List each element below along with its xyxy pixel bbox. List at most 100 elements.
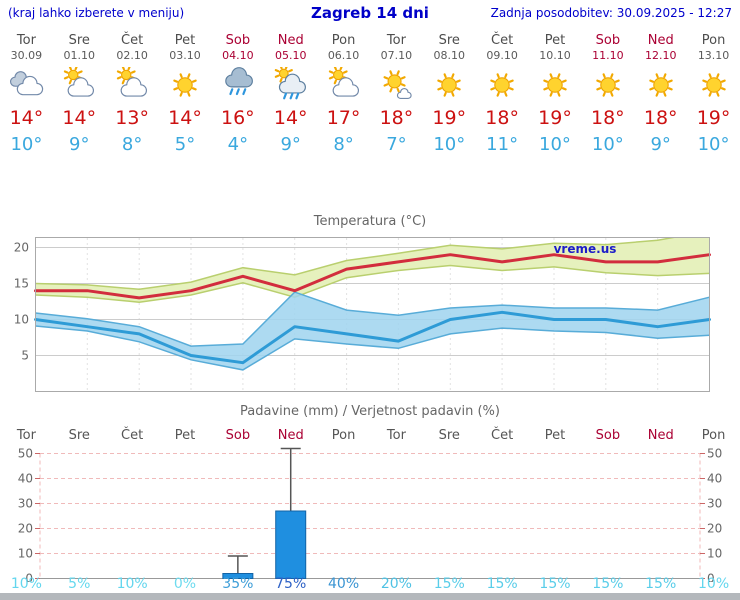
svg-text:50: 50 <box>707 447 722 461</box>
weather-sunny-icon <box>529 62 582 105</box>
precip-probability: 10% <box>116 576 148 592</box>
low-temp: 8° <box>121 134 143 155</box>
day-name: Pet <box>544 33 566 48</box>
svg-text:40: 40 <box>707 472 722 486</box>
low-temp: 10° <box>433 134 466 155</box>
high-temp: 18° <box>643 107 678 129</box>
day-name: Ned <box>647 33 674 48</box>
high-temp: 14° <box>9 107 44 129</box>
high-temp: 19° <box>432 107 467 129</box>
day-column-14: Pon 13.10 19° 10° <box>687 32 740 157</box>
high-temp: 19° <box>538 107 572 129</box>
day-column-11: Pet 10.10 19° 10° <box>529 32 582 157</box>
day-name: Pon <box>701 33 726 48</box>
high-temp: 18° <box>485 107 519 129</box>
weather-sun-cloud-icon <box>317 62 370 105</box>
svg-text:15: 15 <box>14 277 29 291</box>
svg-text:20: 20 <box>18 522 33 536</box>
svg-text:30: 30 <box>707 497 722 511</box>
day-name: Tor <box>16 33 36 48</box>
svg-text:10: 10 <box>707 547 722 561</box>
high-temp: 14° <box>168 107 202 129</box>
weather-sunny-icon <box>476 62 529 105</box>
day-name: Ned <box>277 33 304 48</box>
day-column-9: Sre 08.10 19° 10° <box>423 32 476 157</box>
day-date: 11.10 <box>592 49 624 62</box>
weather-sunny-icon <box>634 62 687 105</box>
precip-day-label: Ned <box>277 428 304 443</box>
temperature-chart-title: Temperatura (°C) <box>313 214 427 229</box>
forecast-strip: Tor 30.09 14° 10° Sre 01.10 14° 9° Čet 02.10 13° 8°… <box>0 32 740 157</box>
precip-probability: 15% <box>433 576 465 592</box>
precip-probability: 10% <box>698 576 730 592</box>
high-temp: 17° <box>326 107 361 129</box>
weather-sunny-icon <box>581 62 634 105</box>
horizontal-scrollbar[interactable] <box>0 593 740 600</box>
svg-text:0: 0 <box>707 572 715 583</box>
precip-day-label: Čet <box>121 428 144 443</box>
day-date: 01.10 <box>63 49 96 62</box>
svg-text:30: 30 <box>18 497 33 511</box>
day-date: 07.10 <box>380 49 413 62</box>
svg-text:0: 0 <box>25 572 33 583</box>
high-temp: 18° <box>379 107 414 129</box>
precip-day-label: Pon <box>331 428 356 443</box>
precip-day-label: Ned <box>647 428 674 443</box>
svg-text:40: 40 <box>18 472 33 486</box>
precip-probability: 0% <box>173 576 197 592</box>
low-temp: 4° <box>227 134 249 155</box>
svg-text:10: 10 <box>18 547 33 561</box>
vreme-us-watermark: vreme.us <box>554 242 617 256</box>
precip-probability: 15% <box>486 576 518 592</box>
day-name: Sre <box>68 33 90 48</box>
day-name: Čet <box>491 33 514 48</box>
low-temp: 10° <box>591 134 624 155</box>
day-date: 02.10 <box>116 49 148 62</box>
low-temp: 9° <box>69 134 90 155</box>
weather-sunny-icon <box>159 62 212 105</box>
day-column-6: Ned 05.10 14° 9° <box>264 32 317 157</box>
precipitation-chart: 0 0 10 10 20 20 30 30 40 40 50 50 <box>18 447 723 583</box>
precip-day-label: Sob <box>225 428 251 443</box>
weather-sunny-icon <box>687 62 740 105</box>
high-temp: 16° <box>221 107 255 129</box>
svg-text:50: 50 <box>18 447 33 461</box>
svg-text:20: 20 <box>707 522 722 536</box>
precip-day-label: Tor <box>386 428 406 443</box>
day-date: 05.10 <box>274 49 307 62</box>
precip-probability-row: 10% 5% 10% 0% 35% 75% 40% 20% 15% 15% 15% 15% 15% 10% <box>0 576 740 592</box>
weather-rain-sun-icon <box>264 62 317 105</box>
precip-day-label: Pet <box>544 428 566 443</box>
day-date: 06.10 <box>327 49 360 62</box>
low-temp: 8° <box>333 134 354 155</box>
day-name: Sob <box>225 33 251 48</box>
day-name: Sre <box>438 33 460 48</box>
low-temp: 11° <box>486 134 519 155</box>
day-column-7: Pon 06.10 17° 8° <box>317 32 370 157</box>
low-temp: 7° <box>386 134 407 155</box>
high-temp: 13° <box>115 107 149 129</box>
weather-mostly-sunny-icon <box>370 62 423 105</box>
day-column-4: Pet 03.10 14° 5° <box>159 32 212 157</box>
day-column-8: Tor 07.10 18° 7° <box>370 32 423 157</box>
day-date: 10.10 <box>539 49 571 62</box>
day-date: 30.09 <box>10 49 43 62</box>
day-column-1: Tor 30.09 14° 10° <box>0 32 53 157</box>
precip-day-label: Pet <box>174 428 196 443</box>
day-date: 09.10 <box>486 49 518 62</box>
day-column-2: Sre 01.10 14° 9° <box>53 32 106 157</box>
day-name: Tor <box>386 33 406 48</box>
precip-probability: 5% <box>68 576 91 592</box>
day-name: Pet <box>174 33 196 48</box>
day-date: 13.10 <box>697 49 730 62</box>
low-temp: 9° <box>650 134 671 155</box>
low-temp: 10° <box>697 134 730 155</box>
low-temp: 10° <box>539 134 571 155</box>
svg-text:10: 10 <box>14 313 29 327</box>
precip-day-label: Čet <box>491 428 514 443</box>
menu-hint-text: (kraj lahko izberete v meniju) <box>8 6 185 20</box>
high-temp: 19° <box>696 107 731 129</box>
precip-probability: 20% <box>380 576 412 592</box>
day-name: Čet <box>121 33 144 48</box>
